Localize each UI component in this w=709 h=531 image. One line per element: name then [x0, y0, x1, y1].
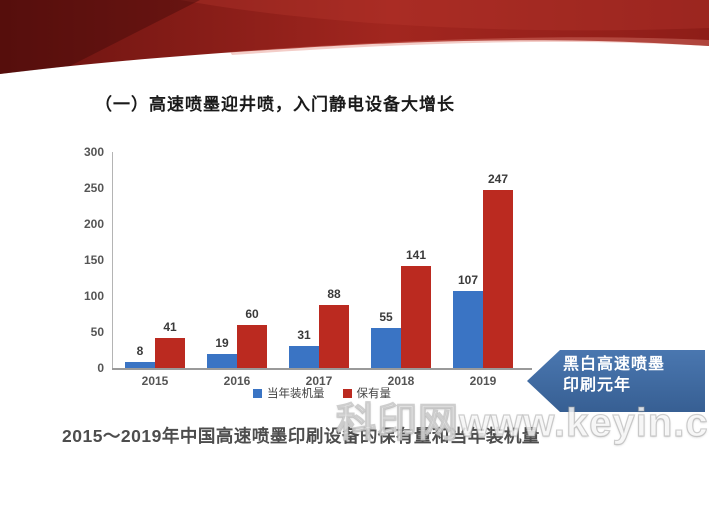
y-axis-tick-label: 300	[83, 145, 104, 159]
bar-value-label: 8	[136, 344, 144, 359]
bar-当年装机量	[453, 290, 483, 368]
x-axis-label: 2016	[223, 374, 251, 388]
bar-保有量	[401, 266, 431, 368]
bar-value-label: 107	[457, 272, 479, 287]
bar-当年装机量	[289, 345, 319, 368]
callout-line2: 印刷元年	[563, 377, 632, 394]
legend-label: 保有量	[356, 388, 392, 400]
x-axis-label: 2018	[387, 374, 415, 388]
y-axis-tick-label: 250	[83, 181, 104, 195]
y-axis-tick-label: 150	[83, 253, 104, 267]
bar-保有量	[237, 324, 267, 368]
bar-value-label: 19	[215, 336, 229, 351]
legend-item: 当年装机量	[253, 385, 325, 401]
chart-caption: 2015～2019年中国高速喷墨印刷设备的保有量和当年装机量	[62, 426, 540, 446]
bar-value-label: 41	[163, 320, 177, 335]
bar-保有量	[319, 304, 349, 368]
bar-value-label: 55	[379, 310, 393, 325]
bar-value-label: 141	[405, 248, 427, 263]
slide-title: （一）高速喷墨迎井喷，入门静电设备大增长	[95, 95, 455, 114]
bar-value-label: 88	[327, 286, 341, 301]
bar-当年装机量	[207, 354, 237, 368]
x-axis-label: 2017	[305, 374, 333, 388]
x-axis-label: 2015	[141, 374, 169, 388]
y-axis-tick-label: 100	[83, 289, 104, 303]
bar-value-label: 31	[297, 327, 311, 342]
y-axis-line	[112, 152, 113, 368]
legend-swatch	[253, 388, 262, 398]
bar-保有量	[483, 190, 513, 368]
legend-label: 当年装机量	[267, 388, 325, 400]
callout-text: 黑白高速喷墨 印刷元年	[563, 354, 665, 396]
legend-item: 保有量	[342, 385, 392, 401]
bar-保有量	[155, 338, 185, 368]
y-axis-tick-label: 50	[90, 325, 104, 339]
x-axis-label: 2019	[469, 374, 497, 388]
bar-value-label: 60	[245, 306, 259, 321]
bar-当年装机量	[125, 362, 155, 368]
callout-line1: 黑白高速喷墨	[563, 356, 666, 373]
y-axis-tick-label: 0	[97, 361, 104, 375]
x-axis-line	[112, 368, 532, 370]
bar-value-label: 247	[487, 172, 509, 187]
bar-当年装机量	[371, 328, 401, 368]
top-ribbon-decoration	[0, 0, 709, 74]
chart-legend: 当年装机量 保有量	[112, 385, 532, 401]
legend-swatch	[342, 388, 352, 398]
y-axis-tick-label: 200	[83, 217, 104, 231]
callout-arrow	[527, 350, 705, 412]
